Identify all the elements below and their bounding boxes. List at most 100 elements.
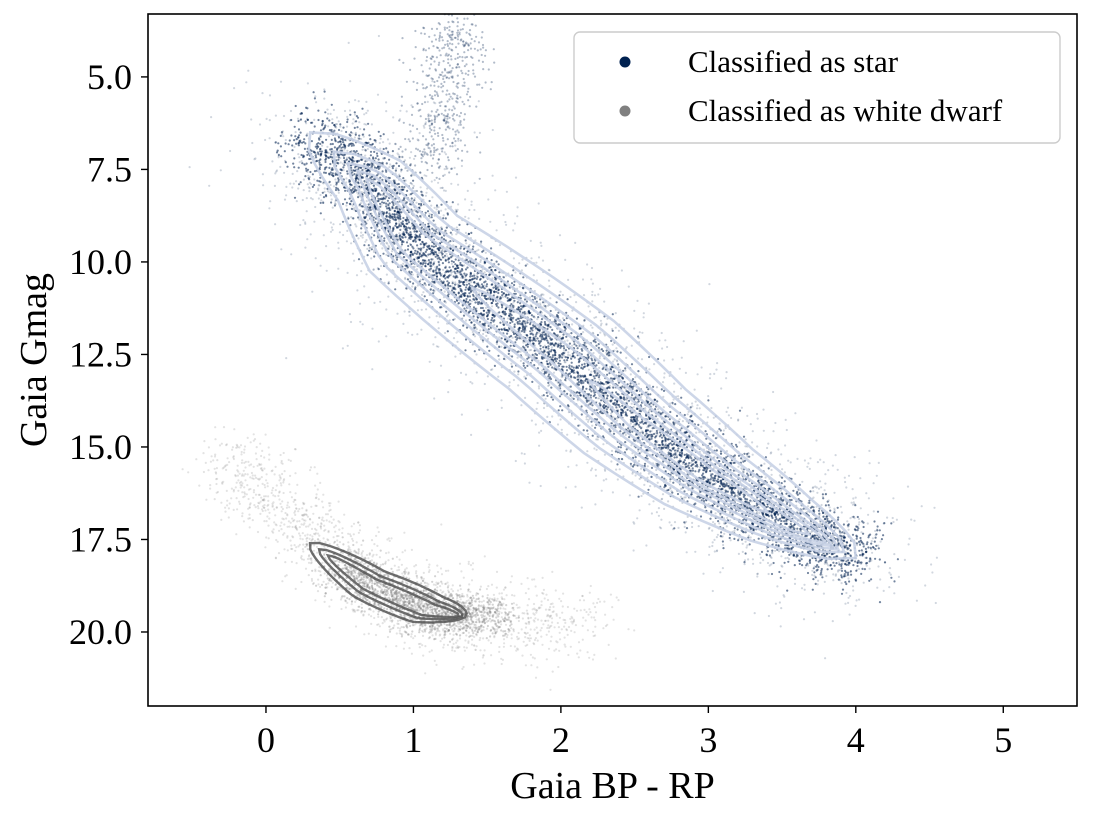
star-halo-point: [347, 41, 350, 45]
star-halo-point: [559, 290, 562, 293]
star-halo-point: [598, 366, 601, 369]
star-core-point: [535, 333, 538, 336]
star-halo-point: [428, 147, 431, 150]
star-halo-point: [663, 376, 666, 379]
star-halo-point: [751, 558, 755, 561]
star-halo-point: [398, 219, 401, 222]
star-core-point: [407, 221, 411, 224]
star-halo-point: [716, 362, 719, 365]
star-halo-point: [886, 516, 889, 519]
star-halo-point: [849, 517, 852, 520]
star-halo-point: [778, 474, 782, 477]
star-halo-point: [537, 385, 541, 388]
star-core-point: [322, 196, 326, 199]
star-halo-point: [487, 337, 490, 340]
star-core-point: [546, 394, 549, 397]
star-halo-point: [313, 178, 316, 181]
star-halo-point: [820, 503, 823, 507]
star-halo-point: [261, 92, 264, 95]
star-halo-point: [892, 520, 895, 524]
star-halo-point: [868, 449, 871, 452]
star-halo-point: [350, 242, 353, 245]
star-halo-point: [680, 356, 683, 359]
star-core-point: [559, 405, 562, 408]
star-halo-point: [403, 310, 406, 313]
star-halo-point: [540, 429, 543, 432]
star-halo-point: [848, 613, 851, 616]
star-core-point: [645, 432, 648, 435]
star-halo-point: [464, 231, 467, 234]
star-core-point: [440, 203, 443, 206]
star-core-point: [883, 522, 886, 525]
star-core-point: [293, 196, 297, 199]
star-halo-point: [483, 284, 486, 287]
star-core-point: [699, 515, 703, 518]
star-core-point: [319, 180, 322, 183]
star-halo-point: [550, 346, 554, 349]
star-halo-point: [751, 453, 754, 456]
star-halo-point: [348, 109, 352, 112]
star-halo-point: [711, 529, 714, 532]
star-halo-point: [517, 373, 520, 376]
star-core-point: [291, 144, 294, 147]
star-halo-point: [845, 486, 848, 489]
star-halo-point: [308, 190, 311, 193]
star-core-point: [417, 260, 420, 263]
star-halo-point: [612, 360, 615, 363]
star-halo-point: [603, 334, 607, 337]
star-halo-point: [844, 480, 847, 484]
star-halo-point: [697, 525, 700, 528]
star-halo-point: [868, 567, 871, 570]
star-halo-point: [411, 333, 414, 336]
star-halo-point: [398, 232, 401, 235]
star-halo-point: [708, 553, 711, 556]
star-halo-point: [649, 485, 652, 488]
star-core-point: [291, 149, 294, 152]
star-core-point: [318, 161, 321, 164]
star-halo-point: [888, 586, 891, 589]
star-halo-point: [833, 507, 836, 510]
star-core-point: [549, 309, 552, 313]
star-core-point: [840, 592, 844, 595]
star-halo-point: [811, 573, 814, 577]
star-halo-point: [505, 190, 508, 193]
star-halo-point: [402, 227, 406, 230]
star-halo-point: [832, 573, 835, 576]
star-halo-point: [498, 244, 502, 247]
star-halo-point: [867, 497, 871, 500]
star-halo-point: [730, 416, 733, 420]
star-halo-point: [913, 519, 916, 522]
star-halo-point: [844, 602, 847, 605]
star-core-point: [497, 289, 500, 292]
star-core-point: [624, 367, 627, 370]
star-halo-point: [587, 432, 590, 436]
star-core-point: [555, 360, 558, 363]
star-core-point: [683, 459, 686, 462]
star-core-point: [381, 170, 384, 173]
star-halo-point: [685, 520, 688, 523]
star-halo-point: [589, 469, 593, 472]
star-core-point: [356, 116, 360, 119]
star-core-point: [295, 138, 298, 141]
star-halo-point: [387, 244, 390, 247]
star-halo-point: [402, 262, 405, 265]
star-core-point: [468, 318, 471, 322]
star-halo-point: [339, 223, 342, 226]
star-core-point: [302, 156, 305, 159]
star-halo-point: [874, 529, 877, 533]
star-core-point: [403, 186, 406, 189]
star-halo-point: [831, 464, 835, 467]
star-halo-point: [331, 228, 334, 232]
star-halo-point: [679, 495, 683, 498]
star-halo-point: [630, 402, 633, 405]
star-halo-point: [633, 327, 636, 330]
star-halo-point: [285, 194, 288, 197]
star-core-point: [823, 518, 827, 521]
star-halo-point: [188, 166, 191, 169]
star-halo-point: [766, 561, 770, 565]
star-core-point: [814, 576, 817, 579]
star-halo-point: [366, 147, 369, 151]
star-halo-point: [317, 187, 320, 190]
star-core-point: [573, 343, 576, 346]
star-halo-point: [345, 177, 348, 180]
